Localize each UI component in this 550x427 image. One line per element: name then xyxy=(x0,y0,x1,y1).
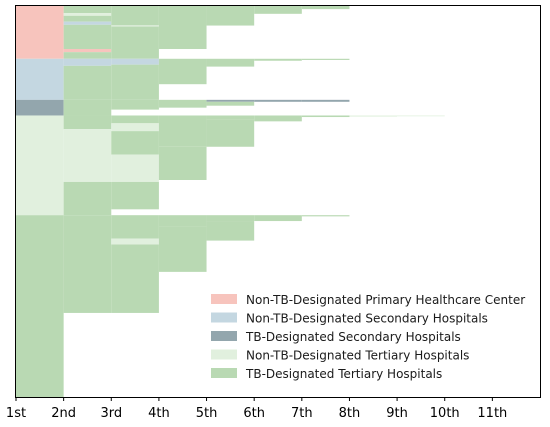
x-tick-label: 8th xyxy=(339,406,361,421)
first-visit-segment xyxy=(16,115,64,216)
flow-block-visit-7 xyxy=(301,6,350,10)
legend-label: TB-Designated Secondary Hospitals xyxy=(245,330,461,344)
flow-block-visit-2 xyxy=(63,129,112,182)
flow-block-visit-3 xyxy=(111,26,159,59)
flow-block-visit-3 xyxy=(111,181,159,210)
legend-label: Non-TB-Designated Secondary Hospitals xyxy=(246,312,488,326)
flow-bars xyxy=(16,6,445,397)
legend-swatch xyxy=(211,312,237,323)
flow-block-visit-8 xyxy=(349,115,398,117)
flow-block-visit-6 xyxy=(254,115,302,122)
flow-block-visit-7 xyxy=(301,99,350,102)
flow-block-visit-7 xyxy=(301,115,350,118)
legend: Non-TB-Designated Primary Healthcare Cen… xyxy=(211,293,525,381)
flow-block-visit-6 xyxy=(254,215,302,222)
first-visit-segment xyxy=(16,58,64,100)
flow-block-visit-2 xyxy=(63,181,112,216)
flow-block-visit-9 xyxy=(397,115,445,117)
x-tick-label: 4th xyxy=(148,406,170,421)
flow-block-visit-2 xyxy=(63,13,112,16)
flow-block-visit-4 xyxy=(158,115,207,147)
flow-block-visit-3 xyxy=(111,131,159,155)
legend-swatch xyxy=(211,368,237,378)
flow-block-visit-5 xyxy=(206,119,255,147)
flow-block-visit-3 xyxy=(111,154,159,182)
flow-block-visit-3 xyxy=(111,123,159,132)
x-tick-label: 9th xyxy=(386,406,408,421)
first-visit-segment xyxy=(16,6,64,59)
legend-swatch xyxy=(211,294,237,304)
flow-block-visit-5 xyxy=(206,221,255,241)
flow-block-visit-4 xyxy=(158,226,207,272)
flow-block-visit-3 xyxy=(111,64,159,100)
flow-block-visit-2 xyxy=(63,49,112,53)
flow-block-visit-6 xyxy=(254,58,302,61)
flow-block-visit-4 xyxy=(158,58,207,85)
legend-swatch xyxy=(211,331,237,341)
flow-block-visit-5 xyxy=(206,101,255,106)
flow-block-visit-5 xyxy=(206,6,255,26)
flow-block-visit-5 xyxy=(206,115,255,120)
flow-block-visit-2 xyxy=(63,58,112,66)
flow-block-visit-2 xyxy=(63,215,112,313)
flow-block-visit-5 xyxy=(206,58,255,67)
flow-block-visit-2 xyxy=(63,99,112,116)
flow-block-visit-4 xyxy=(158,215,207,227)
x-tick-label: 1st xyxy=(6,406,26,421)
flow-block-visit-3 xyxy=(111,244,159,313)
x-axis: 1st 2nd 3rd 4th 5th 6th 7th 8th 9th 10th 11th xyxy=(6,397,507,421)
flow-block-visit-6 xyxy=(254,6,302,14)
flow-block-visit-4 xyxy=(158,6,207,50)
flow-block-visit-3 xyxy=(111,99,159,110)
flow-block-visit-2 xyxy=(63,24,112,50)
x-tick-label: 5th xyxy=(196,406,218,421)
flow-block-visit-3 xyxy=(111,238,159,245)
first-visit-segment xyxy=(16,99,64,116)
flow-block-visit-3 xyxy=(111,6,159,26)
flow-block-visit-3 xyxy=(111,215,159,239)
x-tick-label: 3rd xyxy=(100,406,122,421)
x-tick-label: 6th xyxy=(243,406,265,421)
x-tick-label: 7th xyxy=(291,406,313,421)
flow-block-visit-3 xyxy=(111,115,159,124)
x-tick-label: 11th xyxy=(477,406,507,421)
flow-block-visit-2 xyxy=(63,52,112,59)
legend-swatch xyxy=(211,349,237,360)
flow-block-visit-2 xyxy=(63,15,112,22)
x-tick-label: 10th xyxy=(430,406,460,421)
x-tick-label: 2nd xyxy=(51,406,76,421)
flow-block-visit-3 xyxy=(111,58,159,65)
flow-block-visit-7 xyxy=(301,58,350,60)
first-visit-segment xyxy=(16,215,64,397)
legend-label: Non-TB-Designated Tertiary Hospitals xyxy=(246,349,469,363)
flow-block-visit-7 xyxy=(301,215,350,217)
flow-block-visit-4 xyxy=(158,146,207,180)
flow-block-visit-2 xyxy=(63,21,112,25)
flow-block-visit-2 xyxy=(63,65,112,100)
flow-block-visit-2 xyxy=(63,6,112,14)
flow-block-visit-4 xyxy=(158,99,207,108)
flow-block-visit-2 xyxy=(63,115,112,130)
flow-block-visit-6 xyxy=(254,99,302,102)
legend-label: Non-TB-Designated Primary Healthcare Cen… xyxy=(246,293,525,307)
flow-block-visit-5 xyxy=(206,99,255,102)
legend-label: TB-Designated Tertiary Hospitals xyxy=(245,367,442,381)
flow-block-visit-5 xyxy=(206,215,255,222)
plot-frame xyxy=(15,5,541,398)
